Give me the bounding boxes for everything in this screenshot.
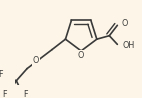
- Text: F: F: [23, 90, 28, 98]
- Text: O: O: [33, 56, 39, 65]
- Text: F: F: [3, 90, 7, 98]
- Text: O: O: [78, 51, 84, 60]
- Text: F: F: [0, 70, 3, 79]
- Text: O: O: [122, 19, 128, 28]
- Text: OH: OH: [123, 41, 135, 50]
